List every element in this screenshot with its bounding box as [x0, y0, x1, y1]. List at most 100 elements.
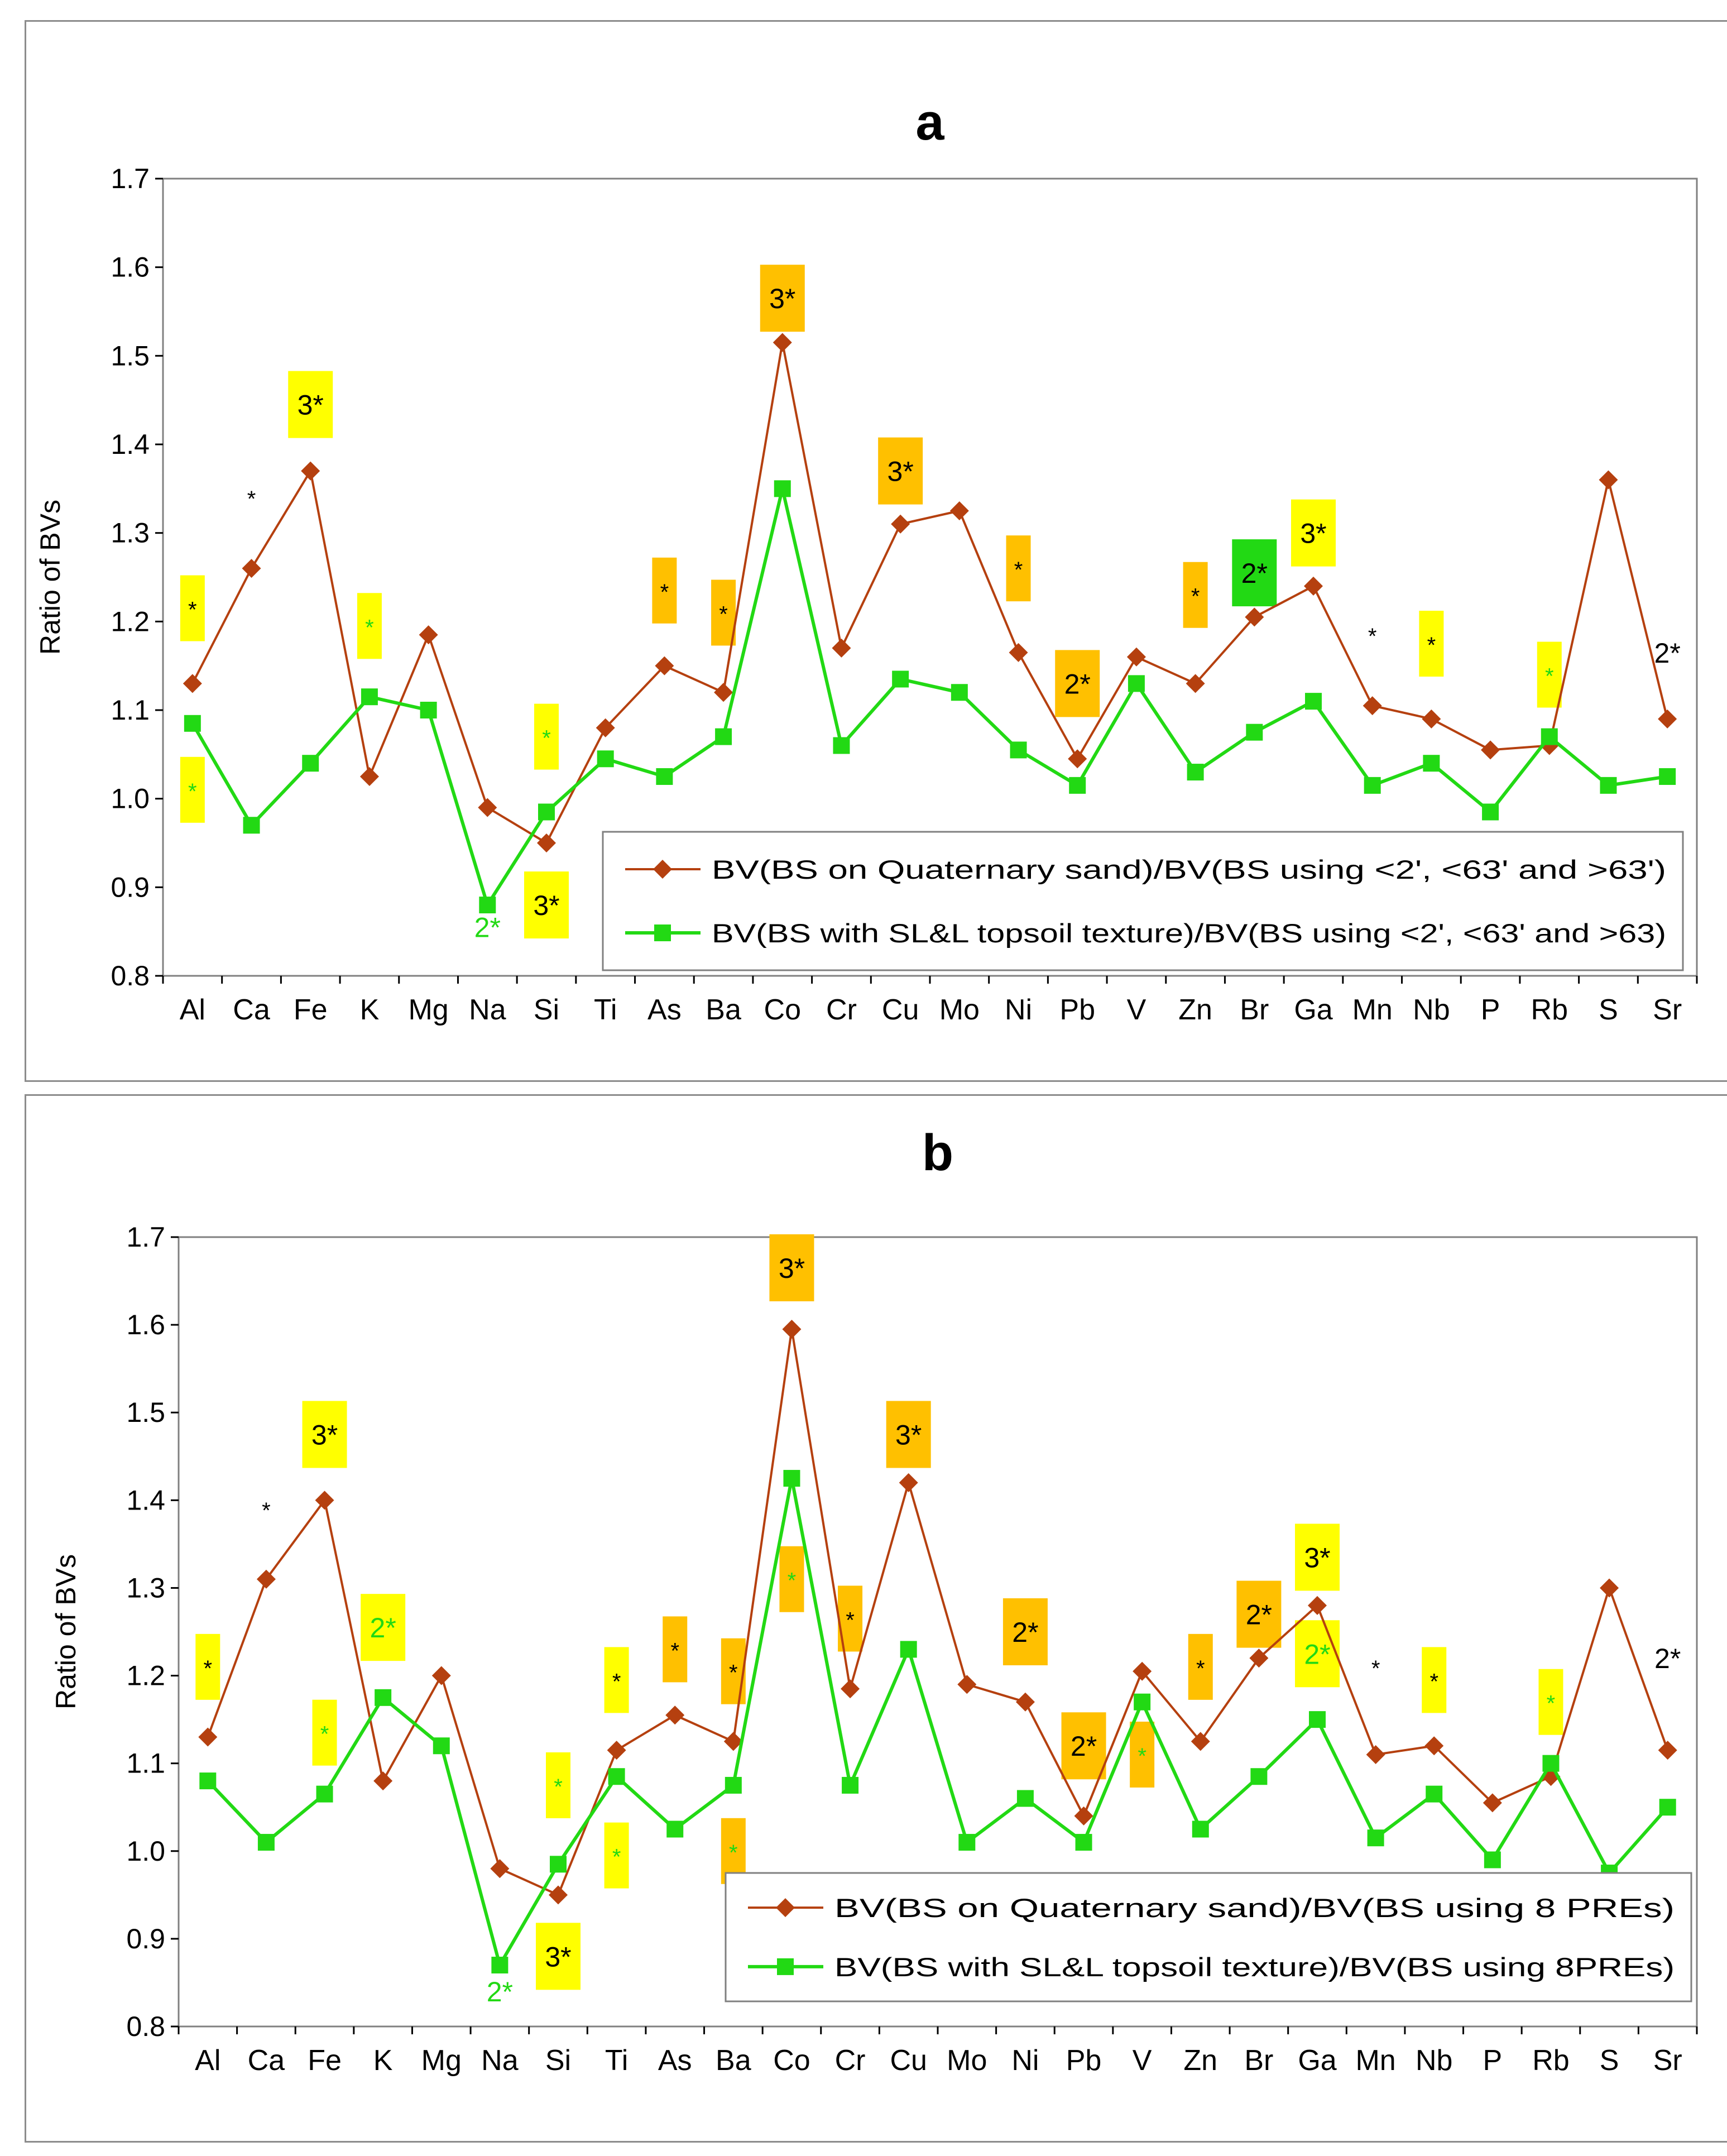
significance-marker: * — [711, 579, 736, 646]
significance-marker-label: * — [660, 580, 669, 605]
data-point — [359, 767, 379, 786]
data-point — [1426, 1785, 1443, 1803]
significance-marker-label: * — [247, 487, 256, 511]
significance-marker: * — [195, 1633, 220, 1700]
data-point — [1484, 1851, 1501, 1868]
data-point — [184, 715, 201, 732]
data-point — [725, 1776, 742, 1794]
x-tick-label: Na — [481, 2044, 519, 2077]
y-axis-label: Ratio of BVs — [35, 500, 66, 655]
x-tick-label: Si — [545, 2044, 571, 2077]
significance-marker: 2* — [474, 912, 501, 943]
x-tick-label: Cu — [882, 994, 919, 1026]
data-point — [316, 1785, 333, 1803]
significance-marker: 2* — [1295, 1620, 1340, 1688]
x-tick-label: Ti — [594, 994, 617, 1026]
panel-b-chart: b 0.8 0.9 1.0 1.1 1.2 1.3 1.4 1.5 1.6 1.7 Ratio of … — [50, 1124, 1698, 2077]
x-tick-label: V — [1133, 2044, 1152, 2077]
significance-marker-label: 3* — [1300, 518, 1326, 549]
significance-marker: * — [1422, 1647, 1447, 1713]
x-tick-label: Pb — [1066, 2044, 1102, 2077]
significance-marker: 2* — [487, 1976, 513, 2008]
x-tick-label: Ga — [1294, 994, 1332, 1026]
significance-marker-label: * — [612, 1845, 621, 1870]
significance-marker: 3* — [524, 871, 569, 939]
legend: BV(BS on Quaternary sand)/BV(BS using 8 … — [725, 1872, 1692, 2002]
data-point — [419, 625, 438, 645]
significance-marker-box — [1061, 1712, 1106, 1780]
y-tick-label: 1.7 — [126, 1221, 165, 1253]
significance-marker-label: 3* — [533, 890, 559, 921]
data-point — [1364, 777, 1381, 794]
data-point — [1658, 709, 1677, 729]
legend-label: BV(BS on Quaternary sand)/BV(BS using 8 … — [834, 1893, 1675, 1923]
y-tick-label: 1.0 — [126, 1836, 165, 1867]
data-point — [1483, 1793, 1502, 1813]
legend-swatch-marker — [653, 859, 672, 879]
data-point — [833, 737, 850, 754]
panel-a-chart: a 0.8 0.9 1.0 1.1 1.2 1.3 1.4 1.5 1.6 1.7 Ratio of … — [35, 94, 1698, 1026]
significance-marker-box — [652, 557, 677, 624]
data-point — [666, 1820, 684, 1838]
significance-marker: * — [1419, 611, 1444, 677]
significance-marker-label: 3* — [895, 1420, 922, 1451]
x-tick-label: Zn — [1183, 2044, 1217, 2077]
legend-swatch-marker — [654, 924, 671, 942]
y-tick-label: 1.4 — [111, 429, 150, 460]
significance-marker-box — [288, 371, 333, 438]
data-point — [315, 1491, 334, 1510]
x-tick-label: S — [1599, 994, 1618, 1026]
data-point — [783, 1470, 800, 1487]
significance-marker-label: * — [1191, 584, 1200, 609]
significance-marker-label: 2* — [1304, 1638, 1330, 1670]
y-tick-label: 1.2 — [126, 1660, 165, 1692]
significance-marker-label: 2* — [487, 1976, 513, 2008]
data-point — [1186, 674, 1205, 693]
significance-marker-label: * — [188, 598, 197, 622]
x-tick-label: Br — [1244, 2044, 1273, 2077]
x-tick-label: Ti — [605, 2044, 628, 2077]
significance-marker: 3* — [536, 1923, 581, 1990]
significance-marker-label: * — [1547, 1692, 1556, 1716]
significance-marker: * — [721, 1638, 746, 1704]
x-tick-label: As — [647, 994, 682, 1026]
data-point — [301, 461, 320, 481]
x-tick-label: Si — [534, 994, 559, 1026]
legend-swatch-marker — [776, 1898, 795, 1918]
data-point — [1366, 1745, 1385, 1764]
significance-marker-box — [1538, 1669, 1563, 1735]
significance-marker-box — [663, 1616, 688, 1683]
x-tick-label: V — [1127, 994, 1146, 1026]
significance-marker-label: * — [1014, 558, 1023, 582]
data-point — [256, 1569, 276, 1589]
legend-label: BV(BS with SL&L topsoil texture)/BV(BS u… — [712, 918, 1666, 948]
data-point — [1246, 724, 1263, 741]
legend-box — [602, 831, 1684, 971]
data-point — [958, 1834, 976, 1851]
significance-marker: 2* — [1232, 539, 1277, 607]
data-point — [900, 1641, 917, 1658]
data-point — [1009, 643, 1028, 662]
data-point — [1075, 1834, 1092, 1851]
significance-marker: 3* — [1291, 499, 1336, 567]
x-tick-label: Co — [764, 994, 801, 1026]
significance-marker-label: * — [365, 615, 374, 640]
data-point — [199, 1772, 217, 1790]
data-point — [665, 1705, 685, 1725]
x-tick-label: Pb — [1059, 994, 1095, 1026]
data-point — [1249, 1649, 1269, 1668]
y-tick-label: 1.0 — [111, 783, 150, 815]
significance-marker: 2* — [1061, 1712, 1106, 1780]
significance-marker-label: 2* — [474, 912, 501, 943]
data-point — [1424, 1736, 1444, 1756]
significance-marker: * — [180, 756, 205, 823]
significance-marker-label: * — [729, 1661, 738, 1685]
data-point — [715, 728, 732, 745]
significance-marker: * — [1188, 1633, 1213, 1700]
x-tick-label: Al — [180, 994, 205, 1026]
data-point — [608, 1768, 625, 1785]
x-tick-label: Br — [1240, 994, 1269, 1026]
data-point — [832, 638, 851, 658]
significance-marker-box — [1130, 1721, 1155, 1788]
